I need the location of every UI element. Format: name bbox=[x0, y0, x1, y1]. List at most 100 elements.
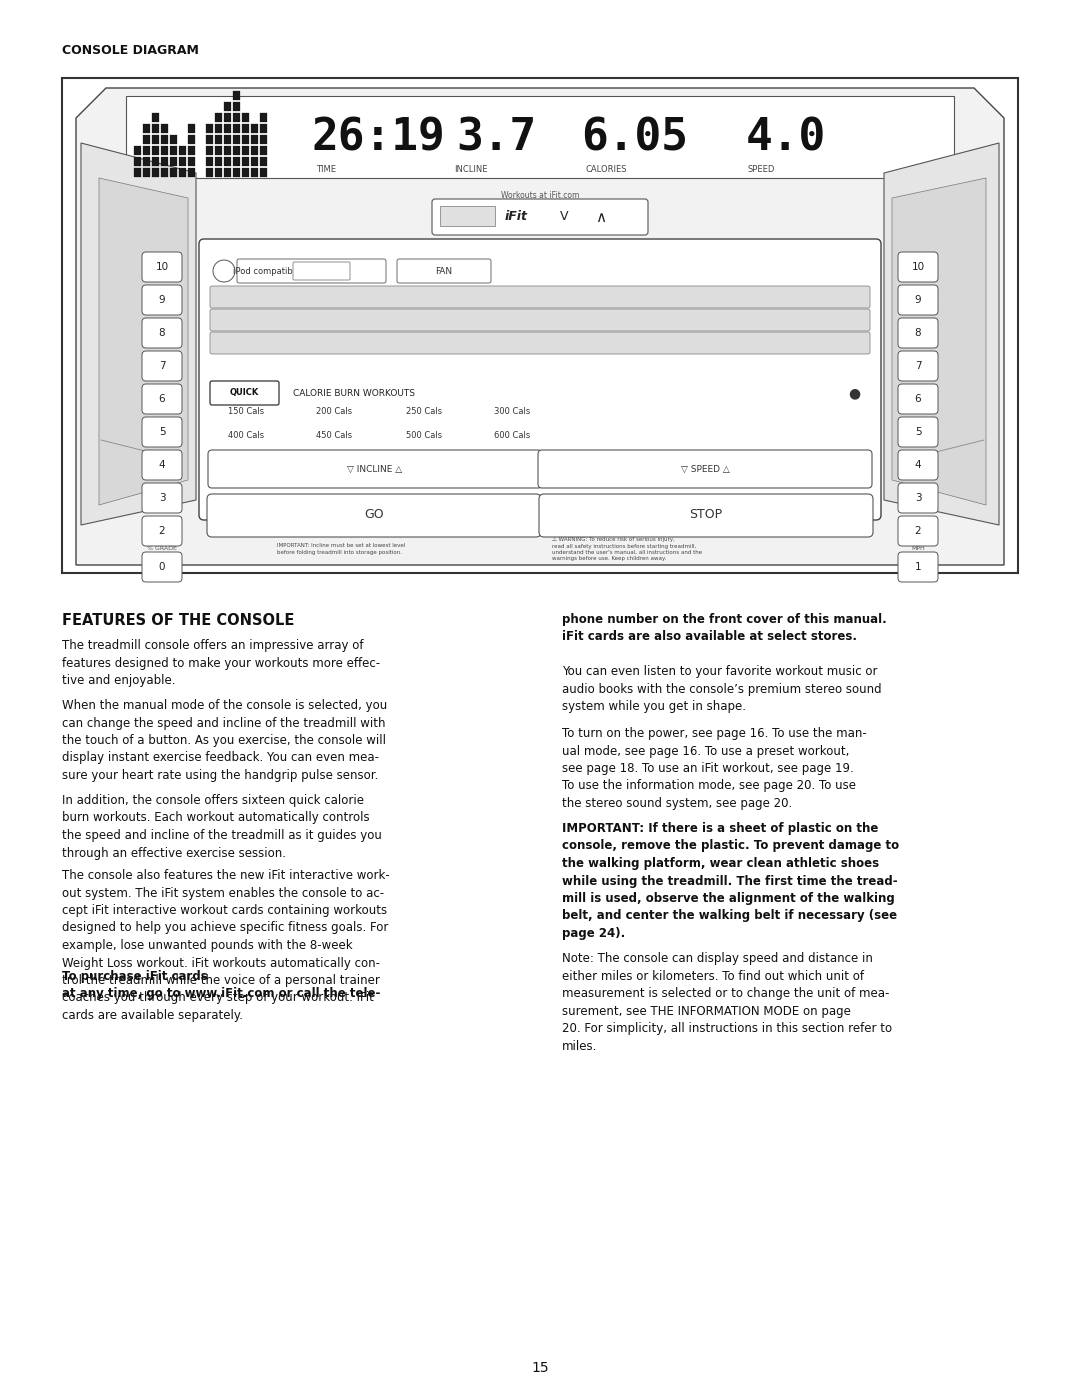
FancyBboxPatch shape bbox=[897, 251, 939, 282]
FancyBboxPatch shape bbox=[141, 552, 183, 583]
Bar bbox=[215, 136, 222, 144]
Bar bbox=[134, 168, 141, 177]
Text: IMPORTANT: Incline must be set at lowest level
before folding treadmill into sto: IMPORTANT: Incline must be set at lowest… bbox=[276, 543, 405, 555]
FancyBboxPatch shape bbox=[141, 515, 183, 546]
Bar bbox=[242, 156, 249, 166]
Bar bbox=[260, 124, 267, 133]
Bar bbox=[170, 156, 177, 166]
FancyBboxPatch shape bbox=[897, 483, 939, 513]
Bar bbox=[188, 124, 195, 133]
Text: 10: 10 bbox=[156, 263, 168, 272]
Text: 9: 9 bbox=[915, 295, 921, 305]
FancyBboxPatch shape bbox=[538, 450, 872, 488]
Bar bbox=[62, 78, 1018, 573]
FancyBboxPatch shape bbox=[897, 416, 939, 447]
FancyBboxPatch shape bbox=[432, 198, 648, 235]
Bar bbox=[251, 147, 258, 155]
Bar bbox=[242, 168, 249, 177]
FancyBboxPatch shape bbox=[237, 258, 386, 284]
Bar bbox=[242, 147, 249, 155]
FancyBboxPatch shape bbox=[141, 251, 183, 282]
Bar bbox=[251, 168, 258, 177]
FancyBboxPatch shape bbox=[141, 319, 183, 348]
Text: ∧: ∧ bbox=[595, 210, 606, 225]
Text: 15: 15 bbox=[531, 1361, 549, 1375]
Text: ●: ● bbox=[848, 386, 860, 400]
Bar bbox=[224, 102, 231, 110]
Text: phone number on the front cover of this manual.
iFit cards are also available at: phone number on the front cover of this … bbox=[562, 613, 887, 644]
Bar bbox=[251, 124, 258, 133]
FancyBboxPatch shape bbox=[208, 450, 542, 488]
Bar bbox=[206, 136, 213, 144]
Bar bbox=[161, 136, 168, 144]
FancyBboxPatch shape bbox=[141, 384, 183, 414]
Polygon shape bbox=[76, 88, 1004, 564]
Text: 8: 8 bbox=[159, 328, 165, 338]
Text: ▽ SPEED △: ▽ SPEED △ bbox=[680, 464, 729, 474]
Bar bbox=[440, 205, 495, 226]
Text: CALORIES: CALORIES bbox=[585, 165, 626, 173]
Text: 5: 5 bbox=[915, 427, 921, 437]
Polygon shape bbox=[892, 177, 986, 504]
Text: 4.0: 4.0 bbox=[746, 116, 826, 159]
Text: V: V bbox=[561, 211, 568, 224]
Bar bbox=[152, 124, 159, 133]
Bar bbox=[233, 156, 240, 166]
FancyBboxPatch shape bbox=[199, 239, 881, 520]
Text: TIME: TIME bbox=[316, 165, 336, 173]
Bar bbox=[188, 136, 195, 144]
Text: 2: 2 bbox=[159, 527, 165, 536]
Text: The treadmill console offers an impressive array of
features designed to make yo: The treadmill console offers an impressi… bbox=[62, 638, 380, 687]
Bar bbox=[233, 168, 240, 177]
Text: To turn on the power, see page 16. To use the man-
ual mode, see page 16. To use: To turn on the power, see page 16. To us… bbox=[562, 726, 867, 810]
FancyBboxPatch shape bbox=[897, 351, 939, 381]
Bar bbox=[233, 147, 240, 155]
Text: To purchase iFit cards
at any time, go to www.iFit.com or call the tele-: To purchase iFit cards at any time, go t… bbox=[62, 970, 380, 1000]
Bar bbox=[188, 168, 195, 177]
Bar bbox=[161, 147, 168, 155]
Bar bbox=[206, 147, 213, 155]
Polygon shape bbox=[81, 142, 195, 525]
FancyBboxPatch shape bbox=[897, 515, 939, 546]
Bar bbox=[161, 156, 168, 166]
Bar bbox=[215, 124, 222, 133]
Bar bbox=[251, 136, 258, 144]
Text: iFit: iFit bbox=[505, 211, 528, 224]
Bar bbox=[242, 136, 249, 144]
Text: 3: 3 bbox=[915, 493, 921, 503]
FancyBboxPatch shape bbox=[539, 495, 873, 536]
Text: 200 Cals: 200 Cals bbox=[316, 408, 352, 416]
Bar bbox=[224, 156, 231, 166]
Text: 300 Cals: 300 Cals bbox=[494, 408, 530, 416]
Bar bbox=[260, 147, 267, 155]
Bar bbox=[152, 113, 159, 122]
Text: In addition, the console offers sixteen quick calorie
burn workouts. Each workou: In addition, the console offers sixteen … bbox=[62, 793, 382, 859]
FancyBboxPatch shape bbox=[141, 285, 183, 314]
Text: 6.05: 6.05 bbox=[581, 116, 688, 159]
Bar bbox=[134, 156, 141, 166]
Text: 400 Cals: 400 Cals bbox=[228, 432, 265, 440]
Bar bbox=[188, 156, 195, 166]
Bar bbox=[143, 136, 150, 144]
Bar bbox=[233, 136, 240, 144]
Text: 3.7: 3.7 bbox=[456, 116, 537, 159]
Text: 10: 10 bbox=[912, 263, 924, 272]
Text: 7: 7 bbox=[915, 360, 921, 372]
FancyBboxPatch shape bbox=[141, 351, 183, 381]
Circle shape bbox=[213, 260, 235, 282]
Bar bbox=[260, 136, 267, 144]
Text: % GRADE: % GRADE bbox=[147, 546, 177, 552]
FancyBboxPatch shape bbox=[210, 332, 870, 353]
Bar bbox=[242, 113, 249, 122]
FancyBboxPatch shape bbox=[210, 286, 870, 307]
Bar bbox=[233, 113, 240, 122]
Bar bbox=[170, 136, 177, 144]
Text: 6: 6 bbox=[915, 394, 921, 404]
FancyBboxPatch shape bbox=[207, 495, 541, 536]
Bar bbox=[206, 124, 213, 133]
Text: CALORIE BURN WORKOUTS: CALORIE BURN WORKOUTS bbox=[293, 388, 415, 398]
Bar bbox=[170, 168, 177, 177]
Bar bbox=[143, 124, 150, 133]
Text: 3: 3 bbox=[159, 493, 165, 503]
Bar bbox=[170, 147, 177, 155]
